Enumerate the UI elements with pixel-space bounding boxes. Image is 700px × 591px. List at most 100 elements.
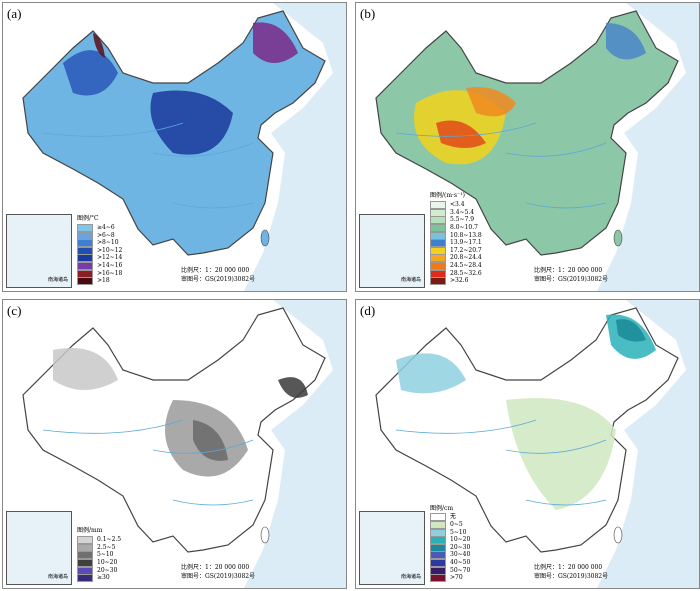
value-region [253,22,298,63]
legend-label: 5~10 [97,551,114,559]
approval-number: 审图号：GS(2019)3082号 [534,276,609,283]
legend-swatch [430,543,446,552]
panel-label: (d) [360,303,376,318]
sea-area [244,3,346,291]
value-region [396,353,466,394]
legend-swatch [77,239,93,248]
map-panel-b: (b) 南海诸岛 图例/(m·s⁻¹) <3.4 3.4~5.4 5.5~7.9 8.0~1… [355,2,700,292]
legend-swatch [430,574,446,583]
legend-item: 0~5 [430,521,470,530]
scale-note: 比例尺：1：20 000 000 审图号：GS(2019)3082号 [534,563,608,581]
legend-item: >6~8 [77,231,122,240]
legend-label: 0~5 [450,521,463,529]
china-map [375,300,699,588]
legend-label: >16~18 [97,269,123,277]
legend-swatch [430,551,446,560]
legend-swatch [77,254,93,263]
map-panel-d: (d) 南海诸岛 图例/cm 无 0~5 5~10 10~20 20~30 30~40 40~50… [355,299,700,589]
taiwan-island [613,229,623,247]
value-region [53,348,118,390]
legend-swatch [77,559,93,568]
river [395,419,607,506]
inset-label: 南海诸岛 [47,277,68,283]
legend-swatch [77,574,93,583]
south-china-sea-inset: 南海诸岛 [6,511,72,585]
value-region [616,319,646,342]
approval-number: 审图号：GS(2019)3082号 [181,276,256,283]
legend-label: ≥4~6 [97,224,115,232]
legend-swatch [430,521,446,530]
legend-item: 20~30 [430,543,471,552]
china-map [375,3,699,291]
value-region [436,120,486,148]
legend-label: 8.0~10.7 [450,224,478,232]
legend-label: 17.2~20.7 [450,246,482,254]
scale-text: 比例尺：1：20 000 000 [181,564,250,571]
legend-swatch [77,246,93,255]
legend-label: >8~10 [97,239,119,247]
legend-swatch [430,269,446,278]
river [395,122,607,209]
taiwan-island [260,526,270,544]
legend-swatch [77,543,93,552]
legend-item: 10~20 [430,536,470,545]
south-china-sea-inset: 南海诸岛 [359,511,425,585]
legend-item: 40~50 [430,559,470,568]
legend-label: 50~70 [450,566,471,574]
map-panel-a: (a) 南海诸岛 图例/°C ≥4~6 >6~8 >8~10 >10~12 >12~14 >14… [2,2,347,292]
panel-label: (c) [7,303,22,318]
value-region [193,420,228,461]
legend-label: 20.8~24.4 [450,254,482,262]
legend-swatch [430,246,446,255]
legend-label: 3.4~5.4 [450,208,475,216]
legend-item: >70 [430,574,470,583]
legend-item: 13.9~17.1 [430,239,482,248]
legend-swatch [77,551,93,560]
legend-item: 20~30 [77,566,121,575]
legend-item: ≥30 [77,574,121,583]
country-outline [375,10,679,256]
legend-item: >14~16 [77,262,122,271]
taiwan-island [260,229,270,247]
legend-swatch [77,277,93,286]
legend-title: 图例/mm [77,527,103,535]
legend-swatch [430,536,446,545]
legend-item: 10~20 [77,559,121,568]
scale-note: 比例尺：1：20 000 000 审图号：GS(2019)3082号 [181,266,255,284]
legend-swatch [430,262,446,271]
legend-label: 2.5~5 [97,543,116,551]
value-region [506,398,616,510]
china-map [22,3,346,291]
legend-label: >32.6 [450,277,469,285]
legend-title: 图例/cm [430,504,454,512]
legend-item: 2.5~5 [77,543,121,552]
legend-swatch [430,254,446,263]
legend-label: >18 [97,277,110,285]
legend-item: 5~10 [77,551,121,560]
value-region [93,33,105,58]
map-legend: 图例/(m·s⁻¹) <3.4 3.4~5.4 5.5~7.9 8.0~10.7 10.8… [430,192,482,286]
approval-number: 审图号：GS(2019)3082号 [181,573,256,580]
legend-label: 无 [450,513,457,521]
value-region [606,23,646,60]
legend-label: 24.5~28.4 [450,262,482,270]
legend-item: 5~10 [430,528,470,537]
legend-label: ≥30 [97,574,110,582]
legend-swatch [77,224,93,233]
legend-label: 20~30 [97,566,118,574]
legend-label: 20~30 [450,543,471,551]
legend-label: >6~8 [97,231,115,239]
scale-text: 比例尺：1：20 000 000 [534,267,603,274]
legend-item: 5.5~7.9 [430,216,482,225]
legend-swatch [77,262,93,271]
legend-label: 5.5~7.9 [450,216,475,224]
approval-number: 审图号：GS(2019)3082号 [534,573,609,580]
south-china-sea-inset: 南海诸岛 [6,214,72,288]
legend-item: 28.5~32.6 [430,269,482,278]
legend-swatch [430,277,446,286]
legend-item: <3.4 [430,201,482,210]
sea-area [244,300,346,588]
inset-label: 南海诸岛 [400,277,421,283]
scale-text: 比例尺：1：20 000 000 [534,564,603,571]
legend-item: 10.8~13.8 [430,231,482,240]
